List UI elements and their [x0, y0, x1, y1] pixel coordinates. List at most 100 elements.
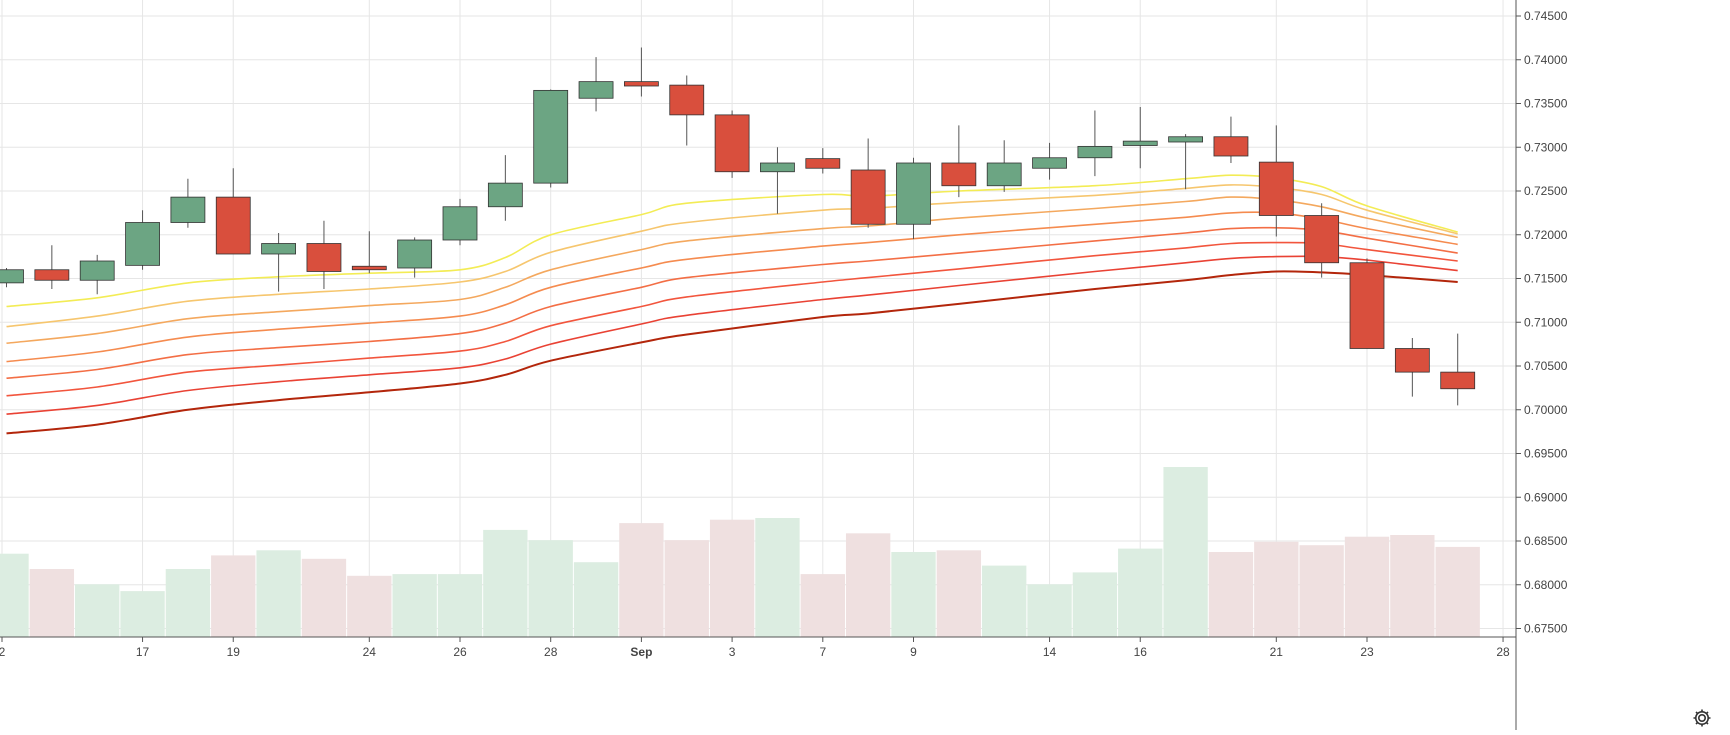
price-tick-label: 0.71000: [1524, 315, 1568, 329]
price-tick-label: 0.73500: [1524, 97, 1568, 111]
volume-bar: [301, 558, 347, 637]
candle-body: [1304, 215, 1340, 264]
candle-body: [1349, 262, 1385, 349]
candle-body: [1258, 161, 1294, 216]
volume-bar: [845, 533, 891, 637]
candle-body: [1213, 136, 1249, 157]
volume-bar: [1390, 535, 1435, 637]
volume-bar: [211, 555, 256, 637]
time-tick-label: 9: [910, 645, 917, 659]
volume-bars: [0, 467, 1480, 637]
moving-average-line: [6, 241, 1458, 397]
time-tick-label: 16: [1134, 645, 1148, 659]
moving-average-line: [6, 226, 1458, 379]
price-tick-label: 0.70500: [1524, 359, 1568, 373]
candle-body: [306, 243, 342, 272]
candle-body: [578, 81, 614, 99]
candle-body: [261, 243, 297, 255]
volume-bar: [1072, 572, 1118, 637]
time-tick-label: 19: [227, 645, 241, 659]
price-tick-label: 0.68500: [1524, 534, 1568, 548]
volume-bar: [165, 569, 211, 637]
candle-body: [1122, 140, 1158, 146]
candle-body: [805, 158, 841, 169]
candle-body: [1168, 136, 1203, 143]
volume-bar: [29, 569, 75, 637]
volume-bar: [483, 529, 528, 637]
volume-bar: [0, 553, 29, 637]
volume-bar: [347, 575, 392, 637]
volume-bar: [120, 591, 165, 637]
candle-body: [941, 162, 977, 187]
volume-bar: [619, 523, 664, 637]
volume-bar: [755, 518, 800, 637]
price-tick-label: 0.73000: [1524, 140, 1568, 154]
volume-bar: [573, 562, 619, 637]
moving-average-line: [6, 270, 1458, 435]
axes: 0.74500 0.74000 0.73500 0.73000 0.72500 0.720…: [0, 0, 1568, 730]
price-tick-label: 0.67500: [1524, 622, 1568, 636]
time-tick-label: Sep: [630, 645, 652, 659]
volume-bar: [1254, 541, 1299, 637]
volume-bar: [1163, 467, 1208, 637]
time-tick-label: 21: [1270, 645, 1284, 659]
price-tick-label: 0.69000: [1524, 490, 1568, 504]
candle-body: [79, 260, 115, 281]
candle-body: [125, 222, 160, 266]
volume-bar: [1344, 536, 1390, 637]
candle-body: [1440, 371, 1476, 390]
price-tick-label: 0.72500: [1524, 184, 1568, 198]
volume-bar: [256, 550, 301, 637]
candle-body: [760, 162, 795, 173]
candle-body: [170, 196, 206, 223]
candle-body: [714, 114, 750, 173]
volume-bar: [891, 552, 936, 637]
gear-icon: [1693, 709, 1711, 727]
candle-body: [850, 169, 886, 225]
volume-bar: [1299, 545, 1344, 637]
candle-body: [1394, 348, 1430, 373]
volume-bar: [1027, 584, 1072, 637]
moving-average-line: [6, 255, 1458, 415]
candles: [0, 47, 1476, 406]
price-tick-label: 0.72000: [1524, 228, 1568, 242]
volume-bar: [709, 519, 755, 637]
time-tick-label: 14: [1043, 645, 1057, 659]
candle-body: [215, 196, 251, 255]
volume-bar: [392, 574, 437, 637]
time-tick-label: 23: [1360, 645, 1374, 659]
candle-body: [397, 239, 433, 269]
volume-bar: [75, 584, 120, 637]
volume-bar: [664, 540, 709, 637]
time-tick-label: 7: [819, 645, 826, 659]
volume-bar: [1435, 546, 1480, 637]
price-tick-label: 0.74500: [1524, 9, 1568, 23]
candle-body: [624, 81, 659, 87]
time-tick-label: 3: [729, 645, 736, 659]
time-tick-label: 24: [363, 645, 377, 659]
candle-body: [1077, 145, 1113, 159]
candle-body: [34, 269, 70, 281]
time-tick-label: 17: [136, 645, 150, 659]
candle-body: [896, 162, 931, 225]
time-tick-label: 28: [544, 645, 558, 659]
volume-bar: [800, 574, 845, 637]
price-tick-label: 0.71500: [1524, 272, 1568, 286]
volume-bar: [1118, 548, 1163, 637]
candle-body: [0, 269, 24, 284]
time-tick-label: 26: [453, 645, 467, 659]
time-tick-label: 28: [1496, 645, 1510, 659]
candle-body: [669, 84, 705, 116]
candle-body: [487, 182, 523, 208]
volume-bar: [982, 565, 1027, 637]
time-tick-label: 2: [0, 645, 6, 659]
price-tick-label: 0.74000: [1524, 53, 1568, 67]
candle-body: [442, 206, 478, 241]
price-tick-label: 0.70000: [1524, 403, 1568, 417]
candle-body: [1032, 157, 1067, 169]
price-tick-label: 0.69500: [1524, 447, 1568, 461]
candle-body: [533, 89, 569, 184]
settings-button[interactable]: [1690, 706, 1714, 730]
